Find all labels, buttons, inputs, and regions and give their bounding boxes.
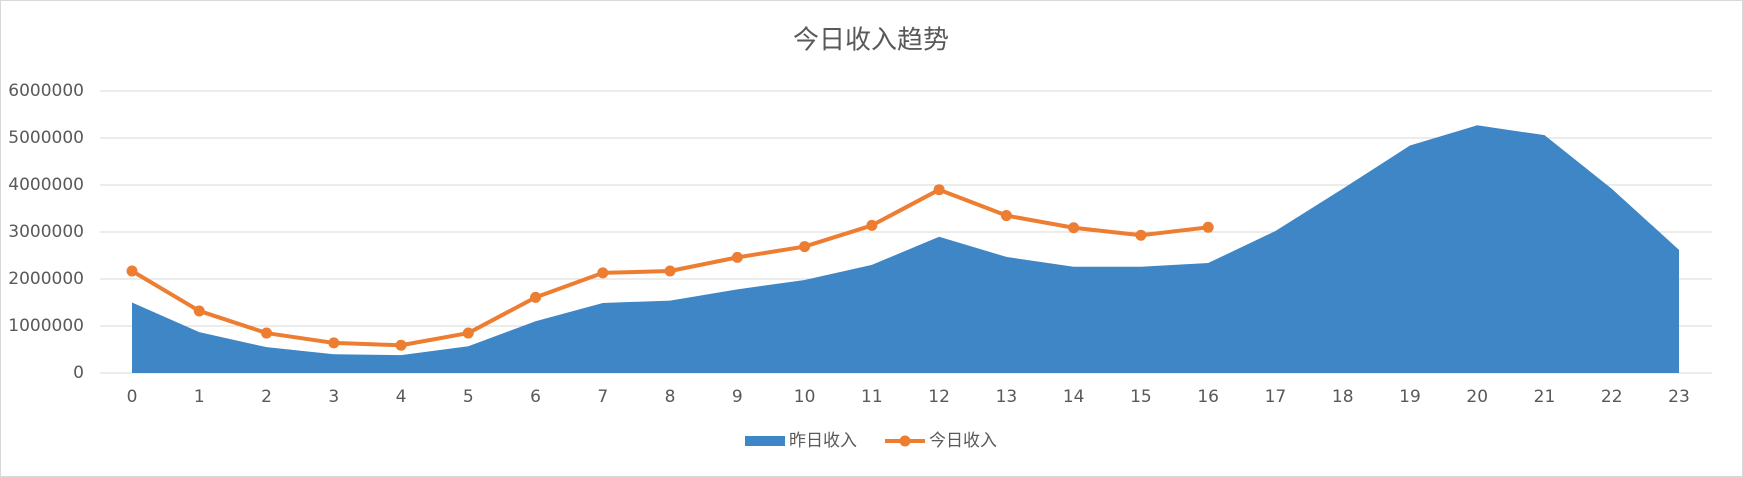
point [1135, 229, 1147, 241]
point [530, 291, 542, 303]
y-tick-label: 2000000 [8, 269, 84, 289]
x-tick-label: 23 [1668, 387, 1690, 407]
x-tick-label: 21 [1534, 387, 1556, 407]
x-tick-label: 18 [1332, 387, 1354, 407]
point [866, 219, 878, 231]
x-tick-label: 2 [261, 387, 272, 407]
point [731, 251, 743, 263]
legend-label: 昨日收入 [789, 431, 857, 451]
point [126, 265, 138, 277]
point [933, 184, 945, 196]
y-tick-label: 5000000 [8, 128, 84, 148]
x-tick-label: 16 [1197, 387, 1219, 407]
point [193, 305, 205, 317]
x-tick-label: 3 [328, 387, 339, 407]
x-tick-label: 11 [861, 387, 883, 407]
x-tick-label: 1 [194, 387, 205, 407]
x-tick-label: 4 [396, 387, 407, 407]
point [328, 337, 340, 349]
x-tick-label: 12 [928, 387, 950, 407]
x-tick-label: 9 [732, 387, 743, 407]
point [462, 327, 474, 339]
legend-swatch [899, 435, 911, 447]
x-tick-label: 14 [1063, 387, 1085, 407]
legend-swatch [745, 436, 785, 446]
x-tick-label: 22 [1601, 387, 1623, 407]
area [132, 125, 1679, 373]
x-tick-label: 19 [1399, 387, 1421, 407]
x-tick-label: 8 [665, 387, 676, 407]
x-tick-label: 7 [597, 387, 608, 407]
chart-title: 今日收入趋势 [793, 26, 949, 56]
point [1000, 210, 1012, 222]
x-tick-label: 10 [794, 387, 816, 407]
point [664, 265, 676, 277]
point [1202, 221, 1214, 233]
y-tick-label: 1000000 [8, 316, 84, 336]
x-tick-label: 5 [463, 387, 474, 407]
point [799, 241, 811, 253]
point [261, 327, 273, 339]
y-tick-label: 6000000 [8, 81, 84, 101]
legend-label: 今日收入 [929, 431, 997, 451]
y-tick-label: 3000000 [8, 222, 84, 242]
x-tick-label: 0 [127, 387, 138, 407]
x-tick-label: 20 [1466, 387, 1488, 407]
point [597, 267, 609, 279]
y-tick-label: 0 [73, 363, 84, 383]
point [1068, 222, 1080, 234]
x-tick-label: 15 [1130, 387, 1152, 407]
x-tick-label: 6 [530, 387, 541, 407]
point [395, 339, 407, 351]
x-tick-label: 13 [996, 387, 1018, 407]
x-tick-label: 17 [1265, 387, 1287, 407]
y-tick-label: 4000000 [8, 175, 84, 195]
